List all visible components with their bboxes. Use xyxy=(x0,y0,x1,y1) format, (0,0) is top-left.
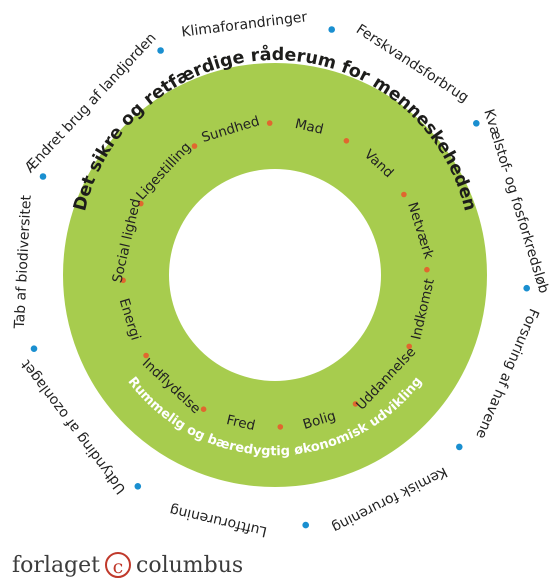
inner-ring-separator-dot xyxy=(277,424,284,430)
inner-ring-label: Fred xyxy=(225,412,257,434)
inner-ring-separator-dot xyxy=(401,191,407,198)
inner-ring-separator-dot xyxy=(138,200,144,207)
outer-ring-separator-dot xyxy=(39,173,47,180)
outer-ring-separator-dot xyxy=(302,521,310,529)
outer-ring-separator-dot xyxy=(157,47,164,54)
publisher-logo: forlaget c columbus xyxy=(12,552,243,578)
inner-ring-separator-dot xyxy=(143,352,149,359)
publisher-copyright-mark: c xyxy=(105,552,131,578)
inner-ring-separator-dot xyxy=(266,120,273,126)
inner-ring-label: Mad xyxy=(294,116,325,138)
publisher-name-right: columbus xyxy=(136,552,244,578)
inner-ring-separator-dot xyxy=(200,406,207,413)
outer-ring-label: Luftforurening xyxy=(168,502,268,540)
outer-ring-label: Klimaforandringer xyxy=(181,9,309,40)
inner-ring-separator-dot xyxy=(352,401,359,407)
inner-ring-separator-dot xyxy=(343,138,350,144)
inner-ring-separator-dot xyxy=(424,266,430,273)
outer-ring-label: Forsuring af havene xyxy=(472,306,541,441)
publisher-name-left: forlaget xyxy=(12,552,100,578)
outer-ring-separator-dot xyxy=(456,443,463,451)
outer-ring-separator-dot xyxy=(134,483,142,490)
inner-ring-separator-dot xyxy=(191,143,198,149)
outer-ring-separator-dot xyxy=(30,345,38,353)
inner-ring-separator-dot xyxy=(120,277,126,284)
green-band-ring xyxy=(63,63,487,487)
outer-ring-separator-dot xyxy=(328,26,336,33)
outer-ring-label: Tab af biodiversitet xyxy=(12,194,35,330)
outer-ring-label: Kvælstof- og fosforkredsløb xyxy=(480,107,550,295)
outer-ring-separator-dot xyxy=(473,120,480,127)
inner-ring-separator-dot xyxy=(406,343,413,350)
outer-ring-separator-dot xyxy=(523,284,530,292)
